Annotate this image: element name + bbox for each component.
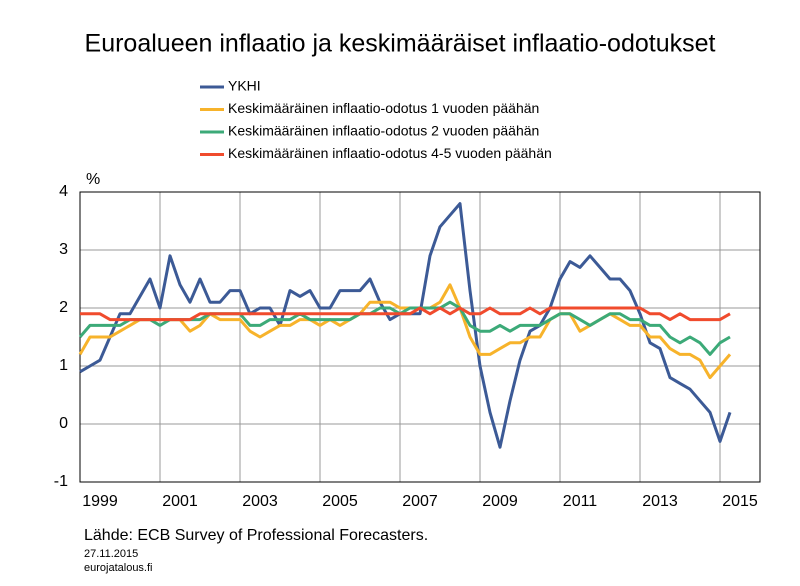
site: eurojatalous.fi [84, 562, 153, 574]
x-tick-label: 2015 [722, 493, 758, 510]
y-tick-label: 0 [59, 415, 68, 432]
legend-label: Keskimääräinen inflaatio-odotus 2 vuoden… [228, 123, 539, 139]
y-tick-label: 4 [59, 183, 68, 200]
chart-title: Euroalueen inflaatio ja keskimääräiset i… [85, 30, 716, 58]
x-tick-label: 1999 [82, 493, 118, 510]
y-axis-label: % [86, 171, 100, 188]
y-tick-label: 3 [59, 241, 68, 258]
series-line [78, 283, 732, 380]
legend-label: YKHI [228, 78, 261, 94]
y-tick-label: -1 [54, 473, 68, 490]
x-tick-label: 2013 [642, 493, 678, 510]
legend-label: Keskimääräinen inflaatio-odotus 4-5 vuod… [228, 145, 552, 161]
x-tick-label: 2007 [402, 493, 438, 510]
x-tick-label: 2005 [322, 493, 358, 510]
series-line [78, 300, 731, 356]
x-tick-label: 2001 [162, 493, 198, 510]
legend-label: Keskimääräinen inflaatio-odotus 1 vuoden… [228, 100, 539, 116]
series-line [80, 306, 731, 322]
date: 27.11.2015 [84, 548, 138, 560]
x-tick-label: 2009 [482, 493, 518, 510]
x-tick-label: 2003 [242, 493, 278, 510]
y-tick-label: 2 [59, 299, 68, 316]
y-tick-label: 1 [59, 357, 68, 374]
x-tick-label: 2011 [563, 493, 598, 510]
source: Lähde: ECB Survey of Professional Foreca… [84, 527, 428, 544]
